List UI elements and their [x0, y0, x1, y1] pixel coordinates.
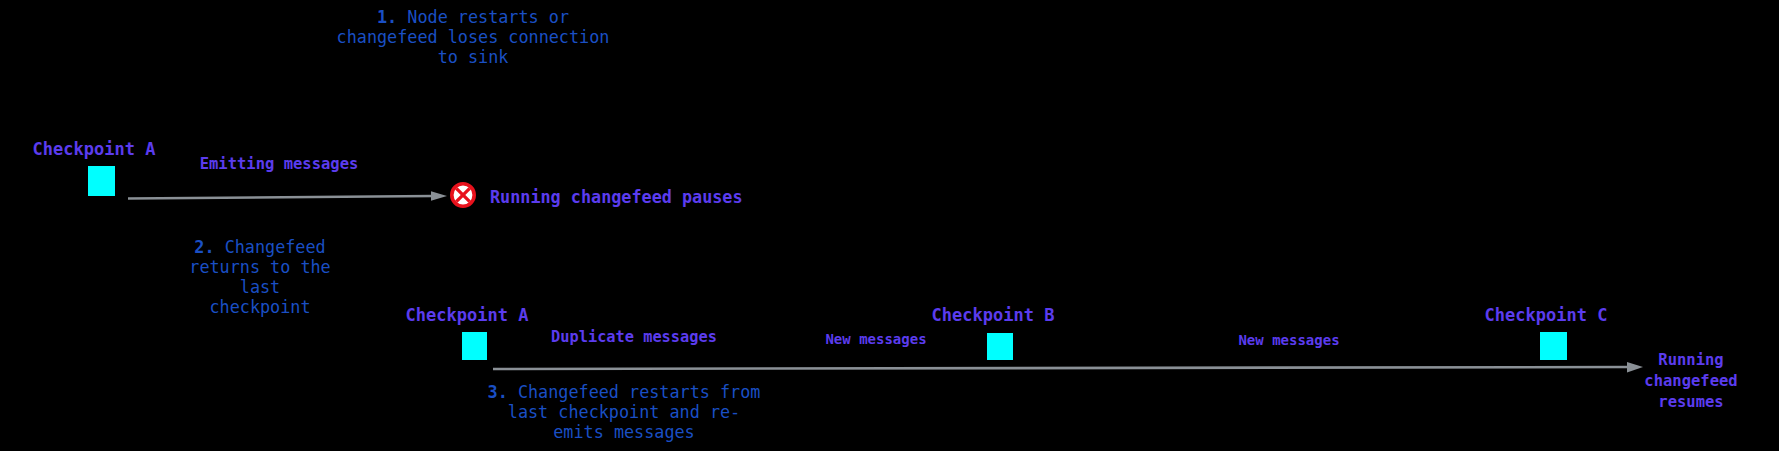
new-messages-label-2: New messages: [1238, 333, 1339, 348]
resume-label-line1: Running: [1644, 350, 1737, 371]
note-step2-line4: checkpoint: [189, 297, 330, 317]
timeline-arrow: [485, 358, 1660, 376]
note-step2-line3: last: [189, 277, 330, 297]
note-step1: 1. Node restarts orchangefeed loses conn…: [337, 7, 610, 67]
checkpoint-a-marker-row1: [88, 166, 115, 196]
step2-number: 2.: [194, 237, 214, 257]
resume-label-line2: changefeed: [1644, 371, 1737, 392]
step2-text: Changefeed: [215, 237, 326, 257]
duplicate-messages-label: Duplicate messages: [551, 329, 717, 345]
step3-number: 3.: [488, 382, 508, 402]
resume-label-line3: resumes: [1644, 392, 1737, 413]
note-step2: 2. Changefeedreturns to thelastcheckpoin…: [189, 237, 330, 317]
checkpoint-c-label: Checkpoint C: [1485, 306, 1608, 324]
step1-text: Node restarts or: [397, 7, 569, 27]
note-step2-line1: 2. Changefeed: [189, 237, 330, 257]
checkpoint-a-marker-row2: [462, 332, 487, 360]
step1-number: 1.: [377, 7, 397, 27]
checkpoint-a-label-row1: Checkpoint A: [33, 140, 156, 158]
note-step3-line2: last checkpoint and re-: [488, 402, 761, 422]
emitting-messages-label: Emitting messages: [200, 156, 359, 172]
resume-label: Runningchangefeedresumes: [1644, 350, 1737, 413]
checkpoint-b-marker: [987, 333, 1013, 360]
pause-arrow: [120, 188, 455, 204]
note-step3: 3. Changefeed restarts fromlast checkpoi…: [488, 382, 761, 442]
note-step3-line1: 3. Changefeed restarts from: [488, 382, 761, 402]
pause-label: Running changefeed pauses: [490, 189, 743, 206]
note-step3-line3: emits messages: [488, 422, 761, 442]
checkpoint-b-label: Checkpoint B: [932, 306, 1055, 324]
checkpoint-c-marker: [1540, 332, 1567, 360]
changefeed-paused-icon: [448, 180, 478, 210]
note-step2-line2: returns to the: [189, 257, 330, 277]
changefeed-checkpoint-diagram: { "diagram": { "background": "#000000", …: [0, 0, 1779, 451]
note-step1-line1: 1. Node restarts or: [337, 7, 610, 27]
checkpoint-a-label-row2: Checkpoint A: [406, 306, 529, 324]
note-step1-line3: to sink: [337, 47, 610, 67]
new-messages-label-1: New messages: [825, 332, 926, 347]
note-step1-line2: changefeed loses connection: [337, 27, 610, 47]
step3-text: Changefeed restarts from: [508, 382, 761, 402]
